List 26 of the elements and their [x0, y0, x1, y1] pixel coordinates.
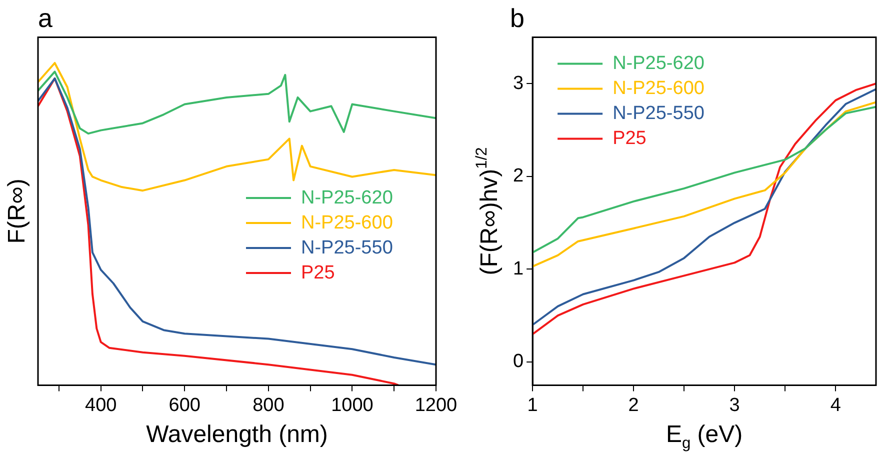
- legend-label: N-P25-550: [612, 102, 704, 124]
- legend-label: P25: [612, 128, 646, 149]
- legend-label: N-P25-550: [301, 237, 393, 258]
- y-tick-label: 1: [512, 258, 524, 280]
- x-tick-label: 1: [527, 394, 538, 416]
- x-tick-label: 800: [252, 394, 284, 416]
- legend-label: N-P25-620: [612, 52, 704, 74]
- x-axis-title: Wavelength (nm): [146, 420, 328, 448]
- legend-label: P25: [301, 262, 335, 284]
- x-tick-label: 2: [628, 394, 639, 416]
- x-tick-label: 400: [84, 394, 117, 416]
- legend-label: N-P25-600: [301, 212, 393, 234]
- x-tick-label: 1200: [414, 394, 458, 416]
- y-tick-label: 3: [512, 72, 524, 94]
- y-axis-title: (F(R∞)hv)1/2: [473, 147, 504, 276]
- x-tick-label: 600: [168, 394, 200, 416]
- y-tick-label: 0: [512, 351, 524, 372]
- chart-title: b: [510, 2, 524, 33]
- x-tick-label: 1000: [331, 394, 374, 416]
- legend-label: N-P25-600: [612, 78, 704, 99]
- legend-label: N-P25-620: [301, 187, 393, 208]
- y-axis-title: F(R∞): [4, 178, 31, 244]
- chart-title: a: [38, 2, 53, 33]
- x-tick-label: 4: [830, 394, 842, 416]
- y-tick-label: 2: [512, 166, 524, 187]
- x-tick-label: 3: [729, 394, 740, 416]
